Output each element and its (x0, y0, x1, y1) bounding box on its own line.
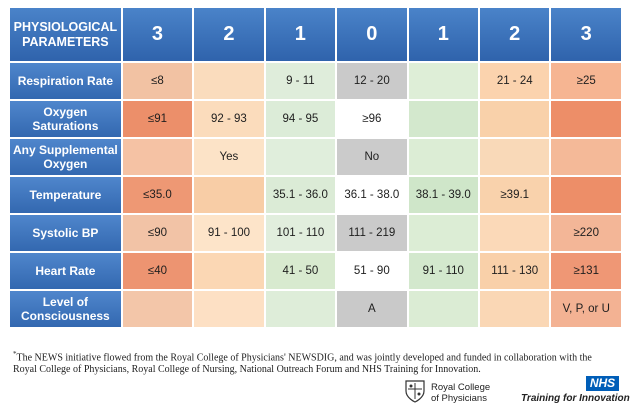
score-cell: ≥131 (550, 252, 622, 290)
score-cell (550, 176, 622, 214)
score-cell: ≤90 (121, 214, 194, 252)
row-label: Temperature (9, 176, 122, 214)
score-cell: No (336, 138, 408, 176)
score-header: 2 (479, 7, 551, 62)
score-cell: 41 - 50 (264, 252, 337, 290)
score-cell (121, 290, 194, 328)
score-cell (193, 176, 265, 214)
score-cell: ≥220 (550, 214, 622, 252)
score-cell (264, 138, 337, 176)
score-cell: ≤8 (121, 62, 194, 100)
score-cell: Yes (193, 138, 265, 176)
score-cell: 21 - 24 (479, 62, 551, 100)
score-cell (407, 214, 479, 252)
score-header: 0 (336, 7, 408, 62)
parameters-header: PHYSIOLOGICAL PARAMETERS (9, 7, 122, 62)
score-cell (407, 138, 479, 176)
rcp-logo: Royal College of Physicians (404, 378, 514, 406)
score-cell: ≥96 (336, 100, 408, 138)
table-row: Respiration Rate ≤8 9 - 11 12 - 20 21 - … (9, 62, 622, 100)
rcp-name-line1: Royal College (431, 382, 491, 393)
score-header: 3 (121, 7, 194, 62)
news-score-table: PHYSIOLOGICAL PARAMETERS 3 2 1 0 1 2 3 R… (9, 7, 622, 328)
row-label: Systolic BP (9, 214, 122, 252)
footnote-marker: * (13, 350, 17, 358)
footnote-text: The NEWS initiative flowed from the Roya… (13, 352, 592, 376)
table-row: Any Supplemental Oxygen Yes No (9, 138, 622, 176)
score-header: 2 (193, 7, 265, 62)
rcp-name-line2: of Physicians (431, 393, 487, 404)
score-cell (550, 100, 622, 138)
table-row: Systolic BP ≤90 91 - 100 101 - 110 111 -… (9, 214, 622, 252)
table-row: Heart Rate ≤40 41 - 50 51 - 90 91 - 110 … (9, 252, 622, 290)
score-cell: 36.1 - 38.0 (336, 176, 408, 214)
table-row: Temperature ≤35.0 35.1 - 36.0 36.1 - 38.… (9, 176, 622, 214)
score-cell: 92 - 93 (193, 100, 265, 138)
score-cell (479, 214, 551, 252)
table-row: Level of Consciousness A V, P, or U (9, 290, 622, 328)
footnote: *The NEWS initiative flowed from the Roy… (13, 348, 618, 376)
score-cell: 111 - 130 (479, 252, 551, 290)
row-label: Level of Consciousness (9, 290, 122, 328)
nhs-logo: NHS (586, 376, 619, 391)
score-cell: 12 - 20 (336, 62, 408, 100)
score-cell: 9 - 11 (264, 62, 337, 100)
score-cell: ≤35.0 (121, 176, 194, 214)
score-cell (121, 138, 194, 176)
score-cell: 94 - 95 (264, 100, 337, 138)
score-cell (407, 100, 479, 138)
score-cell (193, 290, 265, 328)
score-cell: 111 - 219 (336, 214, 408, 252)
score-header: 1 (407, 7, 479, 62)
score-cell (407, 62, 479, 100)
score-cell (407, 290, 479, 328)
score-cell: ≥25 (550, 62, 622, 100)
score-cell (193, 252, 265, 290)
score-header: 1 (264, 7, 337, 62)
score-cell (550, 138, 622, 176)
score-cell: 101 - 110 (264, 214, 337, 252)
score-cell (193, 62, 265, 100)
score-cell: ≤40 (121, 252, 194, 290)
score-cell: 91 - 110 (407, 252, 479, 290)
score-cell: 38.1 - 39.0 (407, 176, 479, 214)
score-cell: V, P, or U (550, 290, 622, 328)
score-cell (264, 290, 337, 328)
row-label: Heart Rate (9, 252, 122, 290)
score-cell (479, 138, 551, 176)
row-label: Oxygen Saturations (9, 100, 122, 138)
nhs-tagline: Training for Innovation (521, 393, 630, 404)
score-cell (479, 100, 551, 138)
score-cell: 35.1 - 36.0 (264, 176, 337, 214)
row-label: Any Supplemental Oxygen (9, 138, 122, 176)
score-cell: A (336, 290, 408, 328)
score-header: 3 (550, 7, 622, 62)
crest-icon (405, 380, 425, 403)
row-label: Respiration Rate (9, 62, 122, 100)
score-cell (479, 290, 551, 328)
score-cell: 51 - 90 (336, 252, 408, 290)
table-row: Oxygen Saturations ≤91 92 - 93 94 - 95 ≥… (9, 100, 622, 138)
header-row: PHYSIOLOGICAL PARAMETERS 3 2 1 0 1 2 3 (9, 7, 622, 62)
score-cell: ≥39.1 (479, 176, 551, 214)
score-cell: 91 - 100 (193, 214, 265, 252)
score-cell: ≤91 (121, 100, 194, 138)
